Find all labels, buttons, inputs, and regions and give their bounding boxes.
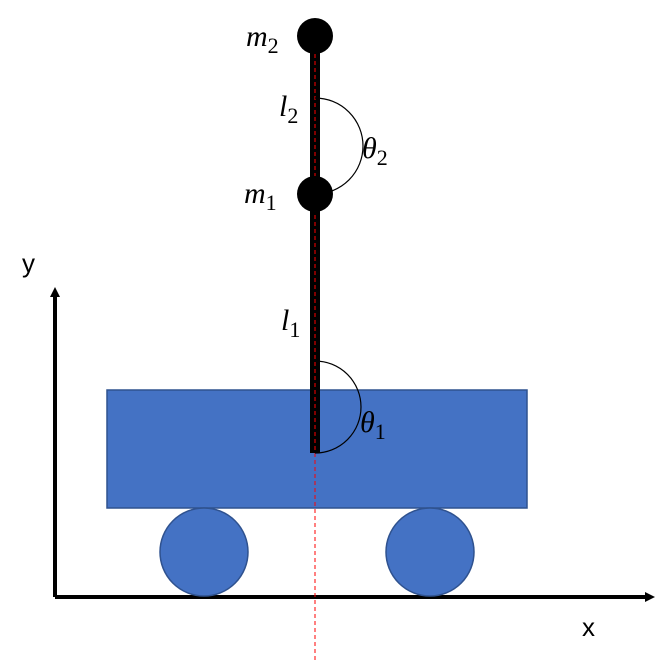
- theta1-label: θ1: [360, 406, 386, 444]
- y-axis-label: y: [22, 248, 35, 278]
- theta1-arc: [314, 360, 362, 454]
- lower-rod: [310, 196, 320, 453]
- right-wheel: [385, 507, 475, 597]
- x-axis-label: x: [582, 612, 595, 642]
- l2-label: l2: [279, 90, 298, 128]
- theta2-arc: [314, 97, 364, 195]
- left-wheel: [159, 507, 249, 597]
- m1-label: m1: [244, 177, 277, 215]
- mass-2: [297, 18, 333, 54]
- theta2-label: θ2: [362, 132, 388, 170]
- l1-label: l1: [281, 304, 300, 342]
- m2-label: m2: [246, 20, 279, 58]
